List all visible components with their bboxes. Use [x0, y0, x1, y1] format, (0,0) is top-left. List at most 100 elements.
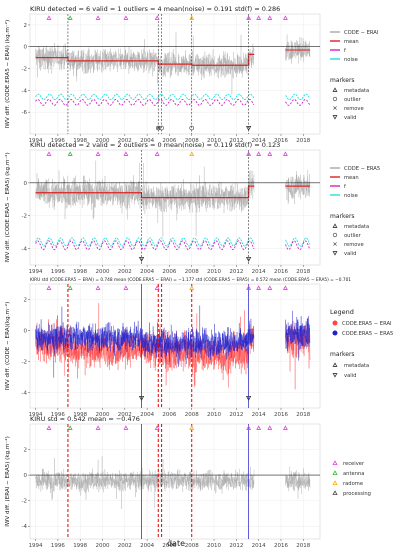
y-tick-label: -2: [22, 499, 27, 505]
y-tick-label: 2: [24, 23, 28, 29]
y-tick-label: -4: [22, 88, 28, 94]
metadata-marker: [267, 425, 273, 430]
outlier-marker: [159, 125, 164, 131]
x-tick-label: 2008: [185, 269, 199, 275]
metadata-marker: [46, 425, 52, 430]
x-tick-label: 2016: [274, 269, 288, 275]
metadata-marker: [67, 425, 73, 430]
y-axis-label: IWV diff. (ERAI − ERA5) (kg.m⁻²): [4, 436, 11, 527]
metadata-marker: [154, 425, 160, 430]
metadata-marker: [282, 151, 288, 156]
x-tick-label: 1994: [29, 269, 43, 275]
y-tick-label: -6: [22, 110, 28, 116]
x-tick-label: 2016: [274, 543, 288, 549]
x-tick-label: 2000: [96, 412, 110, 418]
marker-legend-label: outlier: [344, 233, 362, 239]
metadata-marker: [154, 151, 160, 156]
marker-legend-label: metadata: [344, 224, 369, 230]
metadata-marker: [95, 15, 101, 20]
metadata-marker: [189, 15, 195, 20]
y-tick-label: 0: [24, 181, 28, 187]
legend-title: Legend: [330, 308, 354, 316]
data-series-diff: [35, 32, 311, 95]
x-tick-label: 1998: [73, 269, 87, 275]
metadata-marker: [123, 15, 129, 20]
metadata-marker: [246, 425, 252, 430]
outlier-marker: [189, 125, 195, 131]
x-tick-label: 1994: [29, 138, 43, 144]
marker-legend-title: markers: [330, 77, 355, 84]
metadata-marker: [267, 151, 273, 156]
x-tick-label: 2002: [118, 138, 132, 144]
x-tick-label: 2018: [296, 543, 310, 549]
x-tick-label: 1998: [73, 543, 87, 549]
x-tick-label: 2004: [140, 543, 154, 549]
metadata-marker: [189, 151, 195, 156]
legend-label: f: [344, 184, 346, 190]
x-tick-label: 2006: [162, 543, 176, 549]
x-tick-label: 1996: [51, 543, 65, 549]
metadata-marker: [95, 425, 101, 430]
legend-label: processing: [343, 491, 371, 497]
data-series-diff: [35, 160, 311, 238]
marker-legend-symbol: [332, 232, 338, 238]
metadata-marker: [282, 15, 288, 20]
y-tick-label: 2: [24, 448, 28, 454]
metadata-marker: [256, 15, 262, 20]
metadata-marker: [189, 285, 195, 290]
legend-label: CODE.ERA5 − ERA5: [342, 331, 393, 337]
legend-label: mean: [344, 175, 359, 181]
x-tick-label: 2018: [296, 412, 310, 418]
y-tick-label: -4: [22, 391, 28, 397]
marker-legend-label: valid: [344, 251, 356, 257]
f-band: [35, 98, 311, 106]
x-tick-label: 2008: [185, 543, 199, 549]
legend-swatch: [332, 480, 338, 485]
marker-legend-symbol: [333, 242, 337, 246]
marker-legend-symbol: [333, 106, 337, 110]
y-tick-label: 0: [24, 329, 28, 335]
x-axis-label: date: [167, 539, 185, 548]
x-tick-label: 2000: [96, 543, 110, 549]
legend-swatch: [332, 320, 338, 326]
x-tick-label: 2004: [140, 269, 154, 275]
legend-label: receiver: [343, 461, 365, 467]
x-tick-label: 1998: [73, 412, 87, 418]
legend-label: CODE − ERA5: [344, 166, 380, 172]
x-tick-label: 2012: [229, 543, 243, 549]
f-band: [35, 240, 311, 251]
x-tick-label: 2004: [140, 412, 154, 418]
metadata-marker: [46, 15, 52, 20]
noise-band: [35, 237, 311, 247]
marker-legend-title: markers: [330, 351, 355, 358]
x-tick-label: 1996: [51, 269, 65, 275]
valid-marker: [138, 396, 145, 401]
metadata-marker: [256, 425, 262, 430]
x-tick-label: 2008: [185, 412, 199, 418]
marker-legend-label: remove: [344, 106, 364, 112]
metadata-marker: [67, 15, 73, 20]
legend-label: radome: [343, 481, 363, 487]
x-tick-label: 2004: [140, 138, 154, 144]
metadata-marker: [67, 151, 73, 156]
x-tick-label: 2014: [252, 412, 266, 418]
chart-panel-4: KIRU std = 0.542 mean = −0.476 IWV diff. …: [4, 415, 371, 549]
x-tick-label: 1998: [73, 138, 87, 144]
legend-swatch: [332, 490, 338, 495]
chart-panel-2: KIRU detected = 2 valid = 2 outliers = 0…: [4, 141, 380, 275]
legend-label: CODE.ERA5 − ERAI: [342, 321, 392, 327]
metadata-marker: [256, 285, 262, 290]
valid-marker: [245, 257, 252, 262]
legend-swatch: [332, 330, 338, 336]
metadata-marker: [282, 285, 288, 290]
marker-legend-label: outlier: [344, 97, 362, 103]
metadata-marker: [123, 151, 129, 156]
metadata-marker: [67, 285, 73, 290]
metadata-marker: [46, 151, 52, 156]
y-tick-label: -2: [22, 214, 27, 220]
valid-marker: [245, 126, 252, 131]
x-tick-label: 2018: [296, 138, 310, 144]
marker-legend-symbol: [332, 96, 338, 102]
legend-label: antenna: [343, 471, 364, 477]
